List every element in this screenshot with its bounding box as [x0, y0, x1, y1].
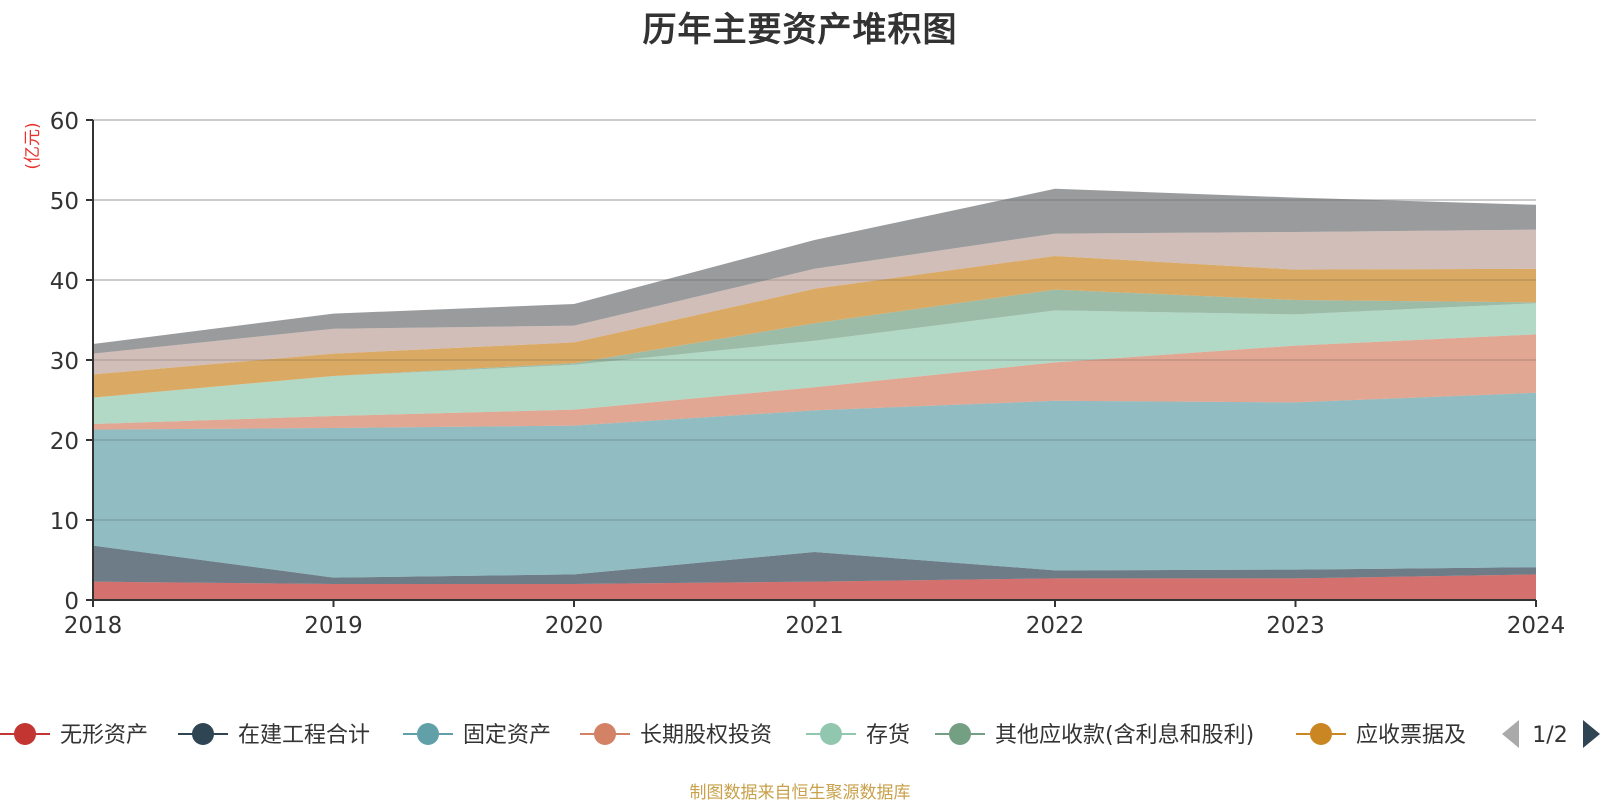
- legend-item-6[interactable]: 应收票据及: [1296, 723, 1466, 748]
- area-series-1: [93, 545, 1536, 584]
- x-tick-label-2024: 2024: [1507, 613, 1566, 639]
- legend-marker-6: [1310, 723, 1332, 745]
- x-tick-label-2018: 2018: [64, 613, 123, 639]
- legend-label-5: 其他应收款(含利息和股利): [995, 723, 1254, 748]
- legend-item-2[interactable]: 固定资产: [403, 723, 551, 748]
- chart-title: 历年主要资产堆积图: [642, 10, 958, 50]
- legend[interactable]: 无形资产 在建工程合计 固定资产 长期股权投资 存货 其他应收款(含利息和股利) 应收票据及…: [0, 720, 1600, 748]
- area-series-6: [93, 256, 1536, 398]
- legend-page-indicator: 1/2: [1532, 723, 1567, 748]
- y-tick-label-30: 30: [50, 349, 79, 375]
- legend-marker-0: [14, 723, 36, 745]
- y-axis-unit-label: (亿元): [23, 122, 43, 169]
- legend-label-3: 长期股权投资: [640, 723, 772, 748]
- legend-label-4: 存货: [866, 723, 910, 748]
- legend-item-4[interactable]: 存货: [806, 723, 910, 748]
- legend-item-0[interactable]: 无形资产: [0, 723, 148, 748]
- y-tick-label-20: 20: [50, 429, 79, 455]
- legend-label-2: 固定资产: [463, 723, 551, 748]
- legend-prev-page-icon[interactable]: [1502, 720, 1519, 748]
- legend-item-5[interactable]: 其他应收款(含利息和股利): [935, 723, 1254, 748]
- y-tick-label-0: 0: [64, 589, 79, 615]
- axes: 0 10 20 30 40 50 60 2018 2019 2020 2021 2022 2023 202…: [23, 109, 1565, 639]
- legend-label-6: 应收票据及: [1356, 723, 1466, 748]
- legend-item-3[interactable]: 长期股权投资: [580, 723, 772, 748]
- x-tick-label-2022: 2022: [1026, 613, 1085, 639]
- legend-marker-4: [820, 723, 842, 745]
- legend-marker-2: [417, 723, 439, 745]
- x-tick-label-2019: 2019: [304, 613, 363, 639]
- y-tick-label-40: 40: [50, 269, 79, 295]
- area-series-4: [93, 303, 1536, 424]
- legend-marker-1: [192, 723, 214, 745]
- source-note: 制图数据来自恒生聚源数据库: [689, 783, 911, 803]
- x-tick-label-2021: 2021: [785, 613, 844, 639]
- legend-next-page-icon[interactable]: [1583, 720, 1600, 748]
- stacked-areas: [93, 119, 1536, 600]
- y-tick-label-60: 60: [50, 109, 79, 135]
- area-series-8: [93, 188, 1536, 354]
- y-tick-label-10: 10: [50, 509, 79, 535]
- y-tick-label-50: 50: [50, 189, 79, 215]
- legend-marker-5: [949, 723, 971, 745]
- area-series-0: [93, 574, 1536, 600]
- legend-label-1: 在建工程合计: [238, 723, 370, 748]
- legend-label-0: 无形资产: [60, 723, 148, 748]
- legend-marker-3: [594, 723, 616, 745]
- area-series-2: [93, 392, 1536, 578]
- x-tick-label-2023: 2023: [1266, 613, 1325, 639]
- legend-item-1[interactable]: 在建工程合计: [178, 723, 370, 748]
- area-series-7: [93, 229, 1536, 375]
- area-series-3: [93, 334, 1536, 430]
- x-tick-label-2020: 2020: [545, 613, 604, 639]
